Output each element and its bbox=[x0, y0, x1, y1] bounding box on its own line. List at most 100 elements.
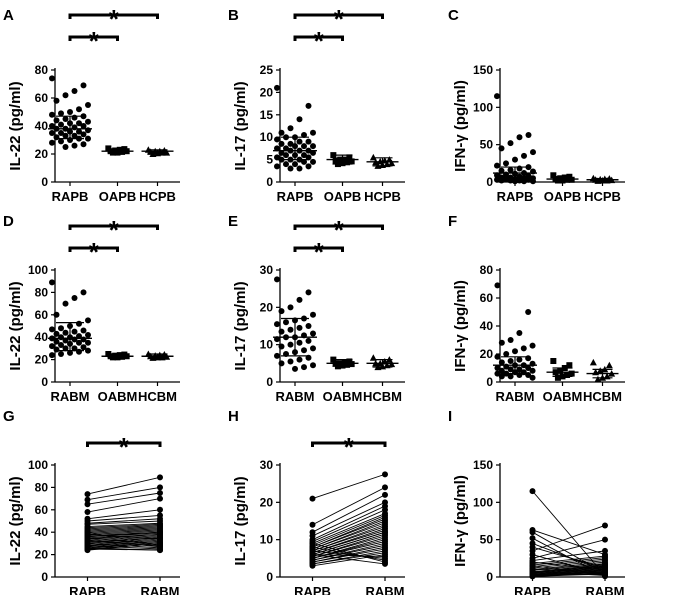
data-point bbox=[554, 374, 561, 381]
significance-star: * bbox=[89, 26, 100, 56]
paired-line bbox=[532, 565, 606, 573]
data-point bbox=[53, 330, 60, 337]
panel-h: 0 10 20 30 RAPB RABM IL-17 (pg/ml) H * bbox=[228, 408, 405, 595]
data-point bbox=[305, 102, 312, 109]
data-point bbox=[525, 176, 532, 183]
data-point bbox=[309, 551, 316, 558]
paired-line bbox=[87, 532, 161, 538]
data-point bbox=[283, 145, 289, 152]
data-point bbox=[521, 152, 527, 159]
panel-label: A bbox=[3, 7, 14, 24]
significance-star: * bbox=[109, 4, 120, 34]
paired-line bbox=[532, 567, 606, 575]
data-point bbox=[494, 172, 500, 179]
panel-b: 0 5 10 15 20 25 RAPB OAPB HCPB IL-17 (pg/ml) B * * bbox=[228, 4, 405, 204]
x-tick-label: HCPB bbox=[139, 189, 176, 204]
data-point bbox=[76, 120, 82, 127]
data-point bbox=[498, 367, 505, 374]
data-point bbox=[525, 309, 532, 315]
data-point bbox=[283, 161, 289, 168]
x-tick-label: RABM bbox=[141, 584, 180, 595]
x-tick-label: RAPB bbox=[497, 189, 534, 204]
data-point bbox=[157, 495, 163, 502]
data-point bbox=[287, 140, 294, 147]
data-point bbox=[85, 339, 91, 346]
significance-bracket bbox=[293, 224, 384, 230]
data-point bbox=[80, 344, 87, 351]
data-point bbox=[348, 158, 355, 165]
y-tick-label: 0 bbox=[41, 175, 48, 189]
data-point bbox=[76, 106, 82, 113]
data-point bbox=[529, 367, 536, 374]
data-point bbox=[594, 375, 602, 383]
data-point bbox=[80, 327, 87, 334]
data-point bbox=[157, 547, 163, 554]
data-point bbox=[85, 135, 91, 142]
data-point bbox=[287, 326, 294, 333]
paired-line bbox=[532, 555, 606, 565]
data-point bbox=[71, 132, 78, 139]
x-tick-label: HCBM bbox=[363, 389, 402, 404]
data-point bbox=[382, 491, 388, 498]
y-axis-label: IL-17 (pg/ml) bbox=[232, 281, 249, 370]
data-point bbox=[494, 353, 501, 360]
paired-line bbox=[87, 520, 161, 525]
data-point bbox=[382, 484, 388, 491]
x-tick-label: RAPB bbox=[69, 584, 106, 595]
data-point bbox=[84, 491, 91, 498]
data-point bbox=[550, 172, 557, 179]
panel-label: I bbox=[448, 408, 452, 425]
panel-label: C bbox=[448, 7, 459, 24]
data-point bbox=[71, 114, 78, 121]
data-point bbox=[278, 140, 285, 147]
x-tick-label: OAPB bbox=[324, 189, 362, 204]
data-point bbox=[529, 529, 536, 536]
paired-line bbox=[87, 548, 161, 551]
data-point bbox=[84, 501, 91, 508]
paired-line bbox=[87, 533, 161, 540]
y-tick-label: 0 bbox=[486, 375, 493, 389]
paired-line bbox=[87, 525, 161, 530]
paired-line bbox=[312, 486, 386, 526]
paired-line bbox=[532, 550, 606, 562]
y-tick-label: 0 bbox=[266, 375, 273, 389]
y-tick-label: 0 bbox=[486, 570, 493, 584]
data-point bbox=[71, 142, 78, 149]
panel-e: 0 10 20 30 RABM OABM HCBM IL-17 (pg/ml) E * * bbox=[228, 213, 405, 404]
paired-line bbox=[532, 558, 606, 567]
data-point bbox=[568, 370, 575, 377]
data-point bbox=[566, 362, 573, 369]
data-point bbox=[158, 353, 166, 361]
data-point bbox=[498, 167, 505, 174]
y-axis-label: IL-22 (pg/ml) bbox=[7, 81, 24, 170]
data-point bbox=[529, 342, 536, 349]
data-point bbox=[58, 351, 64, 357]
data-point bbox=[62, 116, 69, 122]
data-point bbox=[53, 117, 60, 124]
data-point bbox=[498, 145, 505, 152]
data-point bbox=[84, 546, 91, 552]
data-point bbox=[305, 337, 312, 344]
paired-line bbox=[312, 518, 386, 548]
data-point bbox=[512, 178, 518, 185]
y-tick-label: 60 bbox=[35, 308, 49, 322]
paired-line bbox=[87, 542, 161, 549]
data-point bbox=[278, 360, 285, 367]
data-point bbox=[287, 125, 294, 132]
data-point bbox=[84, 531, 91, 538]
x-tick-label: OAPB bbox=[544, 189, 582, 204]
data-point bbox=[292, 161, 298, 168]
data-point bbox=[305, 289, 312, 296]
panel-f: 0 20 40 60 80 RABM OABM HCBM IFN-γ (pg/ml) F bbox=[448, 213, 625, 404]
data-point bbox=[62, 345, 69, 352]
y-tick-label: 80 bbox=[35, 63, 49, 77]
data-point bbox=[344, 361, 351, 368]
x-tick-label: HCBM bbox=[138, 389, 177, 404]
data-point bbox=[80, 289, 87, 296]
y-tick-label: 10 bbox=[260, 533, 274, 547]
data-point bbox=[301, 158, 307, 165]
data-point bbox=[507, 373, 514, 380]
paired-line bbox=[532, 560, 606, 569]
x-tick-label: RABM bbox=[51, 389, 90, 404]
data-point bbox=[58, 325, 64, 332]
